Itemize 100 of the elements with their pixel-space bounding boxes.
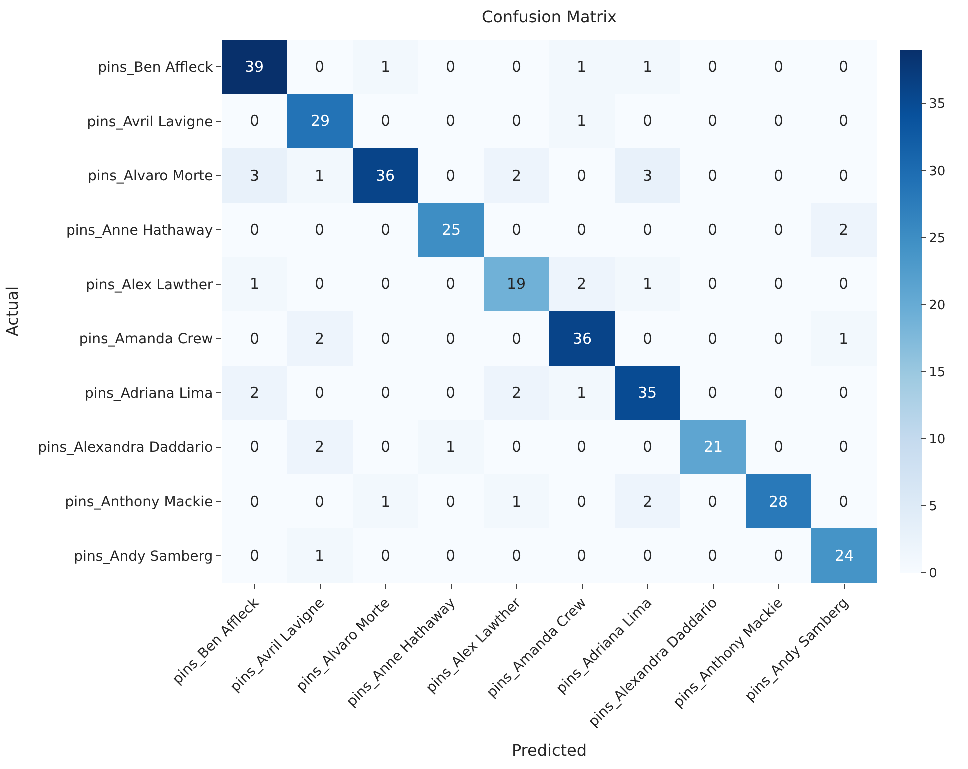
data-label: 0 bbox=[839, 493, 849, 511]
data-label: 0 bbox=[250, 221, 260, 239]
data-label: 0 bbox=[250, 547, 260, 565]
data-label: 0 bbox=[643, 438, 653, 456]
data-label: 1 bbox=[381, 493, 391, 511]
data-label: 0 bbox=[381, 221, 391, 239]
color-bar-label: 0 bbox=[929, 566, 938, 582]
data-label: 0 bbox=[774, 547, 784, 565]
data-label: 0 bbox=[381, 438, 391, 456]
data-label: 1 bbox=[315, 547, 325, 565]
data-label: 0 bbox=[446, 547, 456, 565]
data-label: 0 bbox=[446, 275, 456, 293]
y-tick-label: pins_Alex Lawther bbox=[86, 277, 214, 294]
data-label: 1 bbox=[381, 58, 391, 76]
data-label: 0 bbox=[839, 384, 849, 402]
data-label: 0 bbox=[708, 112, 718, 130]
color-bar-label: 5 bbox=[929, 500, 938, 514]
y-tick-label: pins_Avril Lavigne bbox=[87, 114, 214, 130]
data-label: 0 bbox=[708, 384, 718, 402]
data-label: 0 bbox=[446, 384, 456, 402]
y-tick-label: pins_Anne Hathaway bbox=[66, 222, 214, 239]
data-label: 2 bbox=[512, 384, 522, 402]
data-label: 39 bbox=[245, 58, 264, 76]
data-label: 0 bbox=[774, 384, 784, 402]
data-label: 0 bbox=[512, 221, 522, 239]
data-label: 1 bbox=[643, 58, 653, 76]
data-label: 0 bbox=[577, 438, 587, 456]
data-label: 0 bbox=[643, 547, 653, 565]
y-tick-label: pins_Ben Affleck bbox=[98, 60, 214, 76]
data-label: 0 bbox=[512, 112, 522, 130]
y-tick-label: pins_Adriana Lima bbox=[84, 386, 214, 402]
data-label: 2 bbox=[250, 384, 260, 402]
data-label: 1 bbox=[577, 112, 587, 130]
data-label: 28 bbox=[769, 493, 788, 511]
color-bar-label: 35 bbox=[929, 97, 946, 112]
color-bar-label: 15 bbox=[929, 365, 946, 380]
data-label: 0 bbox=[577, 167, 587, 185]
data-label: 1 bbox=[446, 438, 456, 456]
data-label: 0 bbox=[577, 221, 587, 239]
data-label: 0 bbox=[315, 384, 325, 402]
data-label: 0 bbox=[839, 167, 849, 185]
data-label: 29 bbox=[311, 112, 330, 130]
data-label: 0 bbox=[839, 438, 849, 456]
data-label: 0 bbox=[250, 493, 260, 511]
data-label: 0 bbox=[315, 275, 325, 293]
data-label: 0 bbox=[643, 112, 653, 130]
data-label: 0 bbox=[774, 58, 784, 76]
data-label: 1 bbox=[643, 275, 653, 293]
data-label: 0 bbox=[577, 547, 587, 565]
data-label: 36 bbox=[376, 167, 396, 185]
data-label: 0 bbox=[250, 112, 260, 130]
data-label: 0 bbox=[839, 275, 849, 293]
data-label: 0 bbox=[774, 438, 784, 456]
data-label: 35 bbox=[638, 384, 658, 402]
data-label: 0 bbox=[512, 58, 522, 76]
y-axis-title: Actual bbox=[2, 286, 22, 337]
y-tick-label: pins_Alvaro Morte bbox=[88, 168, 214, 185]
data-label: 3 bbox=[643, 167, 653, 185]
data-label: 19 bbox=[507, 275, 526, 293]
data-label: 36 bbox=[573, 330, 592, 348]
data-label: 2 bbox=[577, 275, 587, 293]
data-label: 0 bbox=[708, 275, 718, 293]
data-label: 0 bbox=[708, 221, 718, 239]
data-label: 0 bbox=[708, 167, 718, 185]
data-label: 0 bbox=[315, 221, 325, 239]
data-label: 25 bbox=[442, 221, 462, 239]
y-tick-label: pins_Amanda Crew bbox=[79, 332, 214, 348]
data-label: 2 bbox=[512, 167, 522, 185]
data-label: 0 bbox=[774, 167, 784, 185]
data-label: 21 bbox=[704, 438, 724, 456]
color-bar-label: 10 bbox=[929, 432, 946, 448]
data-label: 1 bbox=[512, 493, 522, 511]
data-label: 2 bbox=[839, 221, 849, 239]
data-label: 0 bbox=[643, 330, 653, 348]
y-tick-label: pins_Anthony Mackie bbox=[65, 494, 214, 510]
data-label: 0 bbox=[774, 330, 784, 348]
data-label: 0 bbox=[774, 275, 784, 293]
data-label: 0 bbox=[512, 547, 522, 565]
data-label: 0 bbox=[315, 493, 325, 511]
color-bar-label: 30 bbox=[929, 164, 946, 180]
data-label: 0 bbox=[446, 167, 456, 185]
data-label: 0 bbox=[381, 384, 391, 402]
data-label: 0 bbox=[839, 112, 849, 130]
data-label: 24 bbox=[835, 547, 854, 565]
data-label: 0 bbox=[446, 330, 456, 348]
data-label: 1 bbox=[577, 58, 587, 76]
data-label: 1 bbox=[577, 384, 587, 402]
data-label: 0 bbox=[315, 58, 325, 76]
data-label: 0 bbox=[446, 493, 456, 511]
chart-title: Confusion Matrix bbox=[482, 8, 618, 27]
color-bar-label: 20 bbox=[929, 298, 946, 314]
data-label: 2 bbox=[643, 493, 653, 511]
data-label: 0 bbox=[381, 547, 391, 565]
data-label: 2 bbox=[315, 438, 325, 456]
data-label: 0 bbox=[512, 330, 522, 348]
data-label: 0 bbox=[708, 58, 718, 76]
data-label: 1 bbox=[839, 330, 849, 348]
data-label: 2 bbox=[315, 330, 325, 348]
data-label: 1 bbox=[315, 167, 325, 185]
data-label: 0 bbox=[446, 112, 456, 130]
